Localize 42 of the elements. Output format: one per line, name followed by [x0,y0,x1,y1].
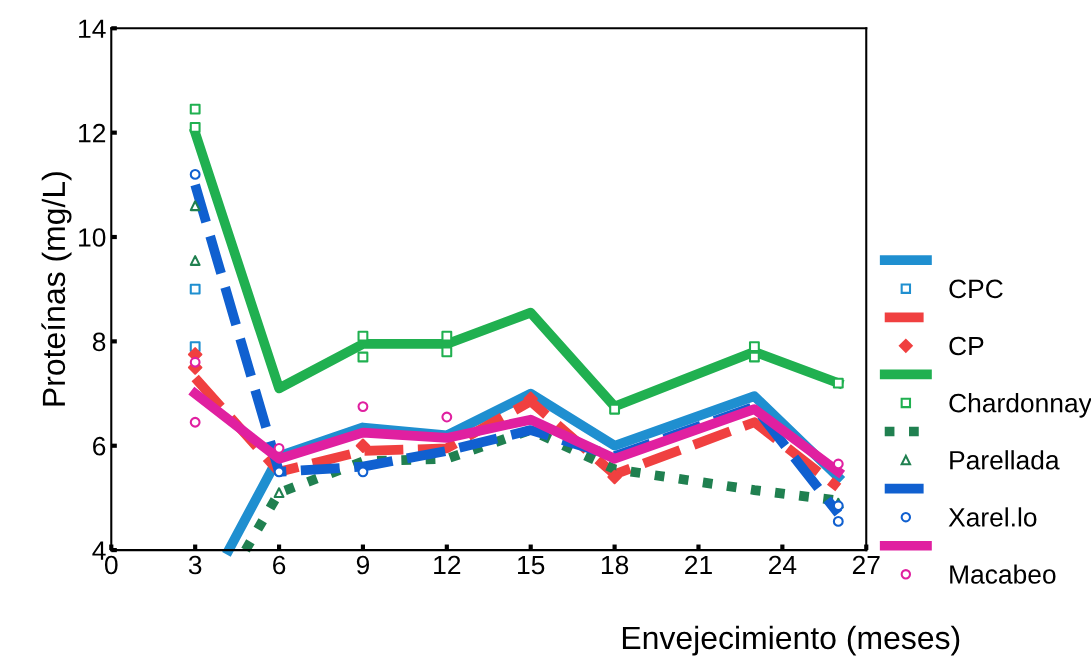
point [357,330,369,342]
point [441,346,453,358]
x-axis-title: Envejecimiento (meses) [622,625,960,656]
x-tick-label: 0 [104,555,118,575]
x-tick-label: 21 [685,555,712,575]
point [832,377,844,389]
legend-label: Macabeo [950,564,1056,584]
y-tick-label: 4 [92,541,106,560]
point [273,442,285,454]
point [189,283,201,295]
point [355,438,371,453]
point [189,356,201,368]
x-tick-label: 24 [769,555,797,575]
legend-label: Xarel.lo [948,507,1037,527]
y-axis-title: Proteínas (mg/L) [41,172,72,406]
legend-label: Parellada [950,450,1060,470]
point [357,401,369,413]
x-tick-label: 3 [188,555,202,575]
point [189,168,201,180]
y-tick-label: 14 [79,19,106,38]
x-tick-label: 9 [356,555,370,575]
y-tick-label: 10 [79,228,106,247]
x-tick-label: 18 [601,555,629,575]
y-tick-label: 12 [79,123,106,143]
point [189,416,201,428]
x-tick-label: 12 [434,555,461,575]
point [441,411,453,423]
legend-label: CP [949,336,984,356]
x-tick-label: 27 [852,555,880,575]
y-tick-label: 6 [93,436,106,456]
point [607,469,622,485]
point [189,255,201,266]
point [273,487,285,499]
y-tick-label: 8 [92,332,106,352]
point [832,515,844,527]
x-tick-label: 15 [518,555,545,575]
point [189,200,201,212]
legend-label: CPC [949,279,1003,299]
point [189,103,201,115]
x-tick-label: 6 [273,555,286,575]
legend-label: Chardonnay [949,393,1091,418]
point [189,122,201,133]
